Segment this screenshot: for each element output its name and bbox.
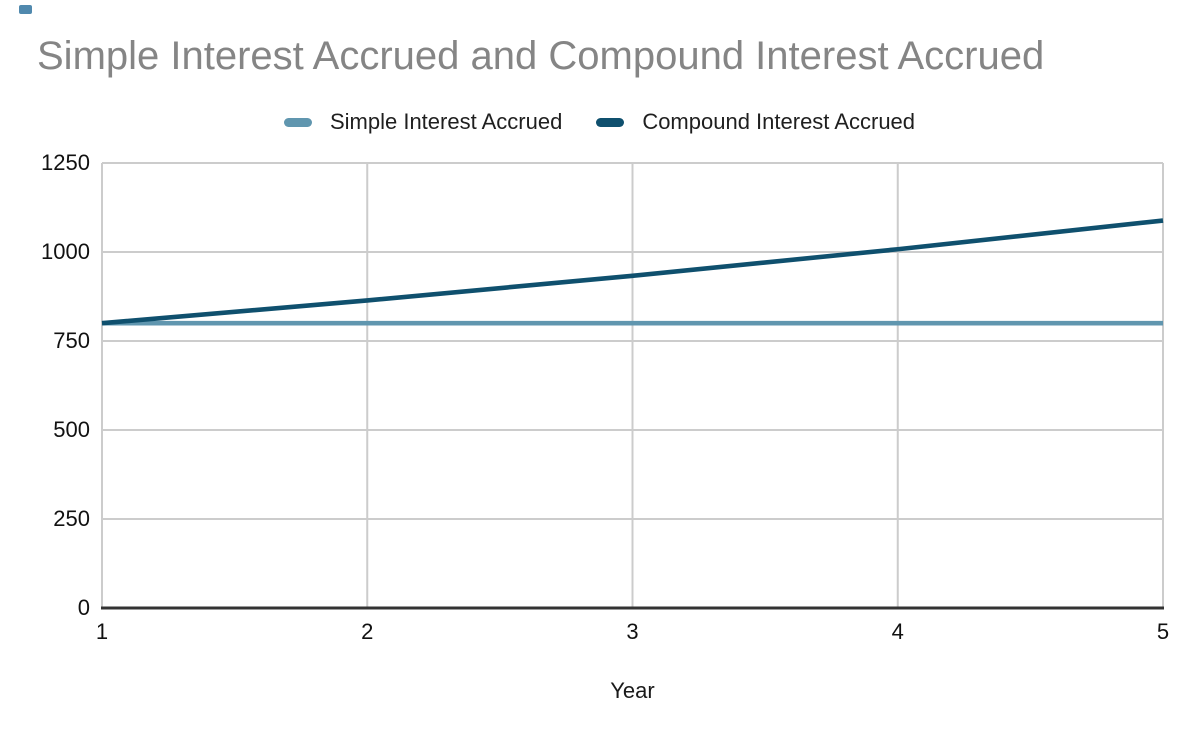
y-tick-label: 1250	[41, 150, 90, 175]
series-line	[101, 218, 1164, 326]
legend-item[interactable]: Compound Interest Accrued	[596, 109, 915, 135]
legend-swatch-icon	[283, 117, 312, 127]
legend-label: Compound Interest Accrued	[642, 109, 916, 134]
y-tick-label: 0	[77, 595, 90, 620]
y-tick-label: 500	[53, 417, 90, 442]
y-tick-label: 250	[53, 506, 90, 531]
x-tick-label: 2	[361, 619, 374, 644]
selection-handle-icon	[19, 5, 32, 14]
x-tick-label: 3	[626, 619, 639, 644]
chart-title: Simple Interest Accrued and Compound Int…	[37, 34, 1045, 78]
x-axis-title: Year	[610, 678, 655, 703]
x-tick-label: 5	[1156, 619, 1170, 644]
y-tick-label: 750	[53, 328, 90, 353]
y-tick-label: 1000	[41, 239, 90, 264]
legend: Simple Interest Accrued Compound Interest…	[0, 104, 1199, 140]
x-tick-label: 4	[891, 619, 904, 644]
legend-label: Simple Interest Accrued	[329, 109, 563, 134]
legend-swatch-icon	[596, 117, 625, 127]
x-tick-label: 1	[95, 619, 109, 644]
legend-item[interactable]: Simple Interest Accrued	[283, 109, 563, 135]
